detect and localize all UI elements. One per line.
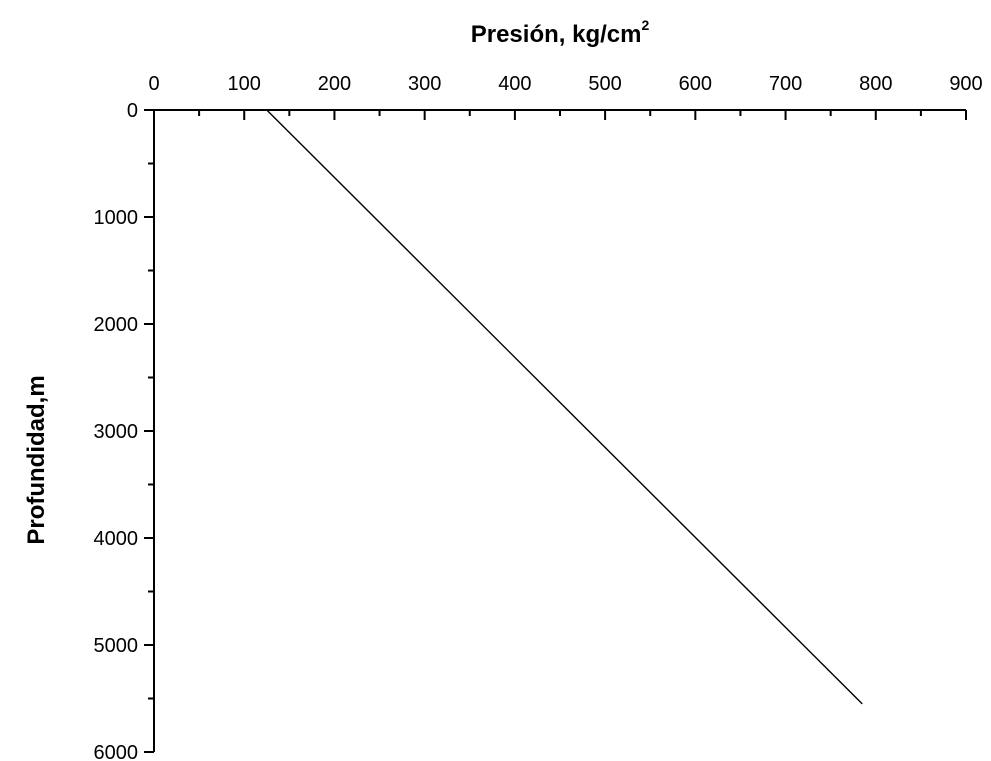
x-tick-label: 400 — [498, 73, 531, 95]
y-tick-label: 5000 — [94, 635, 139, 657]
y-tick-label: 0 — [127, 100, 138, 122]
x-tick-label: 900 — [949, 73, 982, 95]
x-axis-title-text: Presión, kg/cm — [471, 21, 642, 48]
axes: 0 100 200 300 400 500 600 700 800 900 0 1000 2000 300… — [94, 73, 983, 761]
plot-series — [266, 109, 863, 705]
x-tick-label: 300 — [408, 73, 441, 95]
x-tick-label: 0 — [148, 73, 159, 95]
x-tick-label: 700 — [769, 73, 802, 95]
x-tick-label: 500 — [588, 73, 621, 95]
y-tick-label: 4000 — [94, 528, 139, 550]
y-axis-title: Profundidad,m — [23, 375, 50, 544]
y-tick-label: 3000 — [94, 421, 139, 443]
x-tick-label: 100 — [228, 73, 261, 95]
y-tick-label: 6000 — [94, 742, 139, 761]
series-line-0 — [266, 109, 863, 705]
x-axis-title: Presión, kg/cm2 — [471, 17, 650, 48]
y-tick-label: 2000 — [94, 314, 139, 336]
y-tick-label: 1000 — [94, 207, 139, 229]
x-axis-title-superscript: 2 — [641, 17, 649, 33]
x-tick-label: 200 — [318, 73, 351, 95]
x-tick-label: 600 — [679, 73, 712, 95]
x-tick-label: 800 — [859, 73, 892, 95]
